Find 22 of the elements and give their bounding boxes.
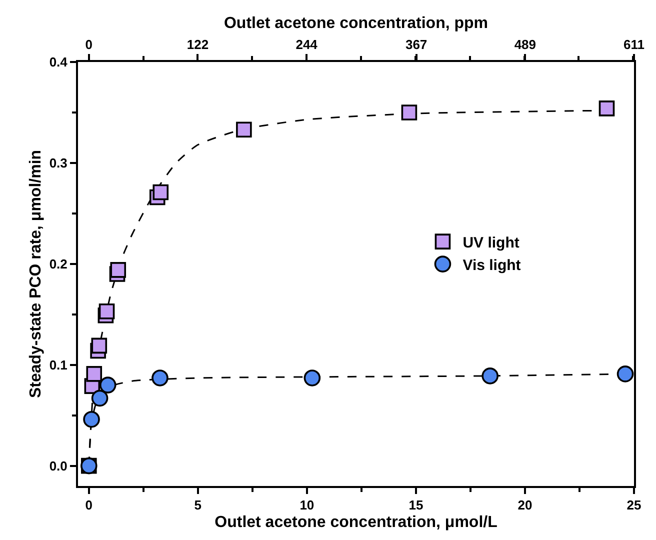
x-tick-label: 0 — [85, 498, 93, 513]
x2-tick-label: 367 — [405, 36, 428, 52]
x2-tick-label: 122 — [186, 36, 209, 52]
y-tick-label: 0.2 — [49, 256, 68, 272]
x2-tick-label: 244 — [296, 36, 318, 52]
y-tick-label: 0.4 — [49, 54, 68, 70]
legend-label: Vis light — [462, 256, 521, 274]
y-tick-label: 0.0 — [49, 458, 68, 474]
x-axis-title: Outlet acetone concentration, μmol/L — [214, 514, 498, 531]
x-tick-label: 25 — [626, 498, 642, 513]
y-tick-label: 0.3 — [49, 156, 68, 170]
x-tick-label: 10 — [300, 498, 314, 513]
y-tick-label: 0.1 — [49, 357, 68, 372]
legend-label: UV light — [462, 234, 520, 252]
x-tick-label: 15 — [408, 498, 424, 513]
x-tick-label: 20 — [518, 498, 532, 513]
x2-axis-title: Outlet acetone concentration, ppm — [224, 15, 488, 32]
x-tick-label: 5 — [194, 498, 202, 513]
x2-tick-label: 489 — [514, 36, 536, 52]
x2-tick-label: 0 — [85, 36, 92, 52]
y-axis-title: Steady-state PCO rate, μmol/min — [28, 150, 45, 398]
x2-tick-label: 611 — [624, 36, 644, 52]
